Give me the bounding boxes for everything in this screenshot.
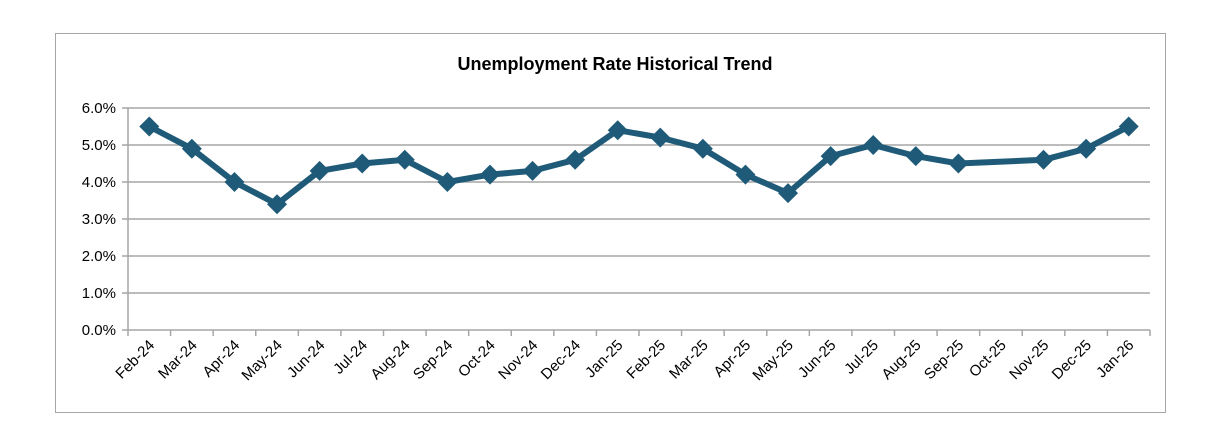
data-point-marker [778, 183, 799, 204]
x-tick-label: Apr-24 [199, 337, 243, 381]
x-tick-label: Mar-25 [666, 337, 712, 383]
x-tick-label: Sep-24 [410, 337, 456, 383]
y-tick-label: 6.0% [82, 100, 116, 117]
y-tick-label: 2.0% [82, 248, 116, 265]
x-tick-label: Jul-24 [330, 337, 371, 378]
y-tick-label: 5.0% [82, 137, 116, 154]
data-point-marker [565, 149, 586, 170]
x-tick-label: Oct-24 [455, 337, 499, 381]
y-tick-label: 0.0% [82, 322, 116, 339]
x-tick-label: May-25 [749, 337, 796, 384]
data-point-marker [607, 120, 628, 141]
x-tick-label: May-24 [238, 337, 285, 384]
data-point-marker [650, 127, 671, 148]
data-point-marker [905, 146, 926, 167]
y-tick-label: 1.0% [82, 285, 116, 302]
data-point-marker [1076, 138, 1097, 159]
data-point-marker [1118, 116, 1139, 137]
data-point-marker [948, 153, 969, 174]
data-point-marker [352, 153, 373, 174]
x-tick-label: Dec-25 [1049, 337, 1095, 383]
x-tick-label: Oct-25 [966, 337, 1010, 381]
data-point-marker [863, 135, 884, 155]
data-point-marker [139, 116, 160, 137]
x-tick-label: Jan-25 [582, 337, 626, 381]
x-tick-label: Jan-26 [1093, 337, 1137, 381]
x-tick-label: Jul-25 [841, 337, 882, 378]
x-tick-label: Jun-25 [795, 337, 839, 381]
y-tick-label: 4.0% [82, 174, 116, 191]
x-tick-label: Jun-24 [284, 337, 328, 381]
chart-frame [55, 33, 1166, 413]
y-tick-label: 3.0% [82, 211, 116, 228]
x-tick-label: Aug-24 [367, 337, 413, 383]
data-point-marker [522, 160, 543, 181]
data-point-marker [394, 149, 415, 170]
x-tick-label: Feb-24 [112, 337, 158, 383]
x-tick-label: Apr-25 [710, 337, 754, 381]
data-point-marker [309, 160, 330, 181]
data-point-marker [224, 172, 245, 192]
x-tick-label: Mar-24 [155, 337, 201, 383]
data-point-marker [267, 194, 288, 215]
x-tick-label: Dec-24 [538, 337, 584, 383]
data-point-marker [735, 164, 756, 185]
x-tick-label: Sep-25 [921, 337, 967, 383]
data-point-marker [437, 172, 458, 192]
data-point-marker [820, 146, 841, 167]
data-point-marker [1033, 149, 1054, 170]
data-point-marker [181, 138, 202, 159]
x-tick-label: Aug-25 [878, 337, 924, 383]
x-tick-label: Nov-25 [1006, 337, 1052, 383]
x-tick-label: Feb-25 [623, 337, 669, 383]
data-point-marker [479, 164, 500, 185]
data-point-marker [692, 138, 713, 159]
chart-title: Unemployment Rate Historical Trend [457, 54, 773, 74]
x-tick-label: Nov-24 [495, 337, 541, 383]
series-line [146, 123, 1132, 208]
